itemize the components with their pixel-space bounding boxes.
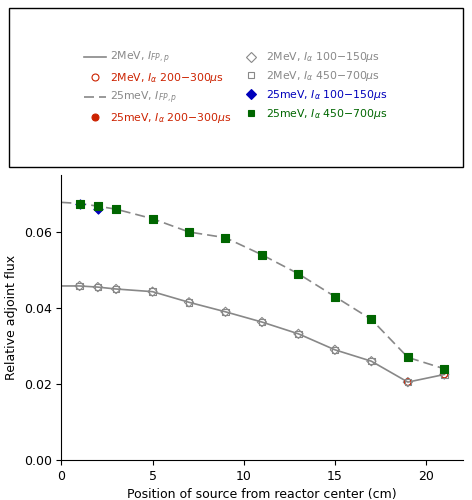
Point [440,370,448,378]
Point [112,285,120,293]
Point [112,285,120,293]
Point [94,205,101,213]
Point [94,283,101,291]
Point [440,366,448,374]
Point [404,378,412,386]
Point [185,298,193,306]
Point [404,354,412,362]
Point [76,200,84,207]
Point [295,270,302,278]
X-axis label: Position of source from reactor center (cm): Position of source from reactor center (… [127,488,397,500]
Point [94,202,101,210]
Point [185,298,193,306]
Point [440,365,448,373]
Point [112,205,120,213]
Point [258,318,266,326]
Point [440,370,448,378]
Point [331,292,339,300]
Point [185,228,193,236]
FancyBboxPatch shape [9,8,463,166]
Point [331,346,339,354]
Y-axis label: Relative adjoint flux: Relative adjoint flux [5,255,18,380]
Point [76,200,84,207]
Point [368,316,375,324]
Point [404,354,412,362]
Point [94,283,101,291]
Point [440,370,448,378]
Legend: 2MeV, $I_{FP,p}$, 2MeV, $I_{\alpha}$ 200$-$300$\mu$s, 25meV, $I_{FP,p}$, 25meV, : 2MeV, $I_{FP,p}$, 2MeV, $I_{\alpha}$ 200… [80,46,392,130]
Point [404,378,412,386]
Point [368,357,375,365]
Point [258,251,266,259]
Point [331,346,339,354]
Point [368,357,375,365]
Point [404,378,412,386]
Point [295,330,302,338]
Point [258,318,266,326]
Point [222,308,229,316]
Point [295,330,302,338]
Point [222,234,229,241]
Point [76,282,84,290]
Point [149,214,156,222]
Point [222,308,229,316]
Point [149,288,156,296]
Point [149,288,156,296]
Point [76,282,84,290]
